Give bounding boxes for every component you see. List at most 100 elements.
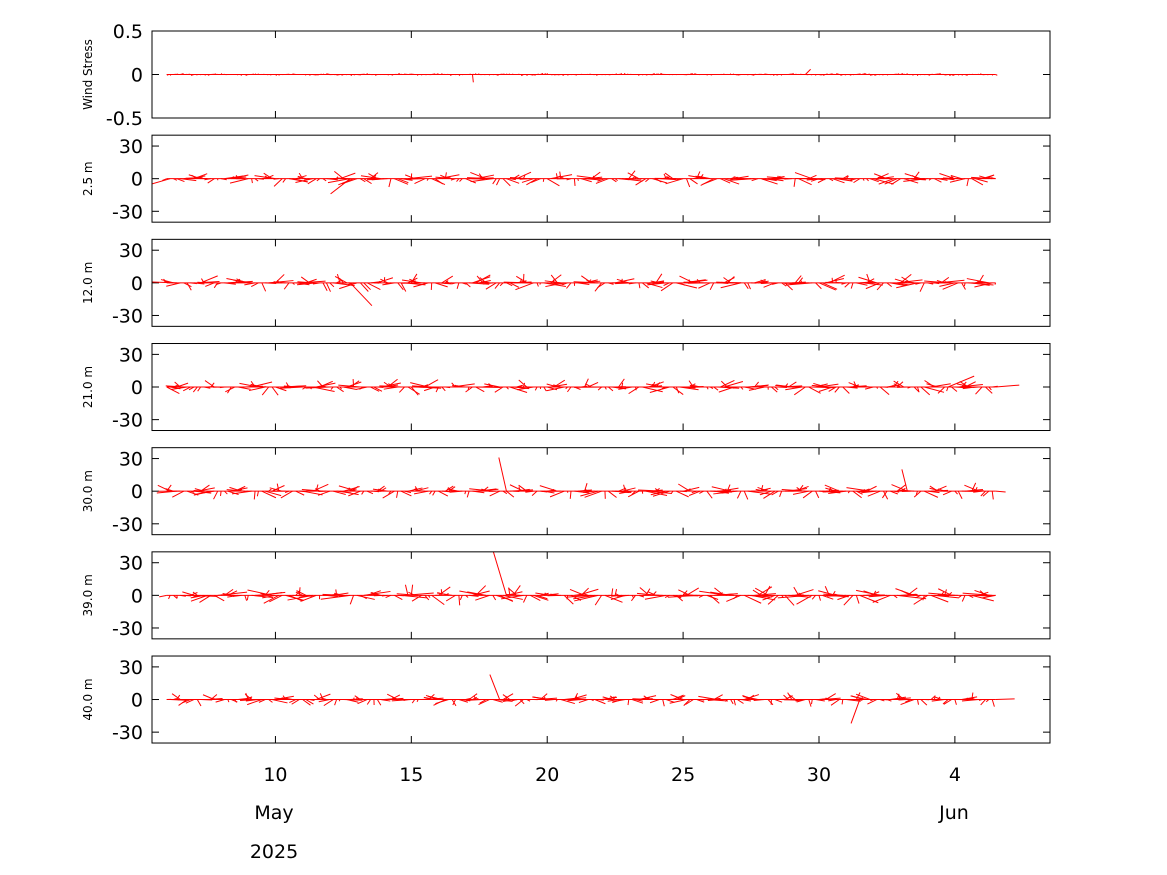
vector-stick [336, 386, 344, 393]
vector-stick [261, 282, 267, 292]
vector-stick [269, 594, 283, 603]
vector-stick [227, 490, 239, 495]
vector-stick [489, 490, 500, 497]
vector-stick [723, 178, 740, 185]
vector-stick [207, 178, 215, 184]
y-tick-label: 30 [119, 657, 143, 679]
vector-stick [573, 178, 576, 186]
vector-stick [842, 386, 850, 394]
vector-stick [822, 282, 838, 290]
vector-stick [465, 386, 473, 393]
vector-stick [744, 594, 762, 604]
vector-stick [476, 275, 484, 284]
y-tick-label: -30 [112, 514, 143, 536]
vector-stick [792, 490, 809, 495]
vector-stick [798, 277, 804, 284]
vector-stick [166, 386, 180, 395]
vector-stick [280, 490, 293, 499]
vector-stick [518, 379, 528, 388]
vector-stick [872, 594, 891, 603]
vector-stick [649, 699, 660, 704]
vector-stick [818, 595, 821, 601]
vector-stick [752, 589, 762, 596]
vector-stick [574, 594, 599, 602]
vector-stick [356, 594, 375, 600]
vector-stick [567, 386, 572, 393]
vector-stick [682, 486, 700, 492]
vector-stick [893, 383, 901, 388]
x-tick-label: 25 [671, 764, 695, 786]
y-axis-label: 12.0 m [81, 262, 95, 304]
vector-stick [949, 178, 966, 183]
vector-stick [496, 178, 501, 186]
vector-stick [709, 594, 720, 604]
vector-stick [220, 491, 222, 496]
vector-stick [546, 386, 565, 392]
y-tick-label: 0 [131, 377, 143, 399]
vector-stick [380, 278, 388, 284]
vector-stick [531, 490, 538, 497]
month-label-jun: Jun [938, 802, 969, 824]
vector-stick [456, 282, 460, 289]
vector-stick [186, 282, 192, 291]
vector-stick [623, 484, 626, 492]
stick-series [165, 375, 1020, 396]
vector-stick [411, 699, 416, 704]
vector-stick [181, 699, 191, 704]
stick-series [152, 273, 997, 307]
vector-stick [253, 491, 256, 500]
vector-stick [608, 386, 614, 392]
vector-stick [747, 282, 751, 290]
vector-stick [546, 178, 560, 187]
y-tick-label: 30 [119, 240, 143, 262]
vector-stick [313, 694, 320, 700]
vector-stick [530, 178, 541, 183]
vector-stick [896, 282, 918, 289]
vector-stick [516, 171, 532, 180]
vector-stick [555, 173, 558, 179]
vector-stick [655, 178, 662, 183]
vector-stick [720, 379, 735, 388]
vector-stick [794, 275, 802, 284]
vector-stick [787, 692, 793, 700]
vector-stick [334, 699, 338, 706]
vector-stick [202, 694, 215, 700]
vector-stick [893, 380, 905, 388]
vector-stick [793, 586, 800, 596]
vector-stick [718, 386, 735, 393]
vector-stick [349, 485, 359, 492]
vector-stick [642, 282, 650, 289]
y-axis-label: 40.0 m [81, 678, 95, 720]
vector-stick [808, 699, 812, 707]
vector-stick [475, 274, 491, 284]
vector-stick [638, 282, 641, 289]
vector-stick [519, 699, 525, 705]
vector-stick [938, 588, 952, 596]
vector-stick [516, 275, 528, 284]
vector-stick [689, 178, 698, 185]
vector-stick [748, 386, 765, 391]
vector-stick [400, 490, 412, 497]
vector-stick [811, 595, 816, 600]
vector-stick [850, 282, 854, 289]
vector-stick [615, 278, 635, 284]
y-axis-label: 2.5 m [81, 161, 95, 196]
vector-stick [663, 173, 667, 179]
vector-stick [577, 588, 599, 596]
vector-stick [815, 282, 822, 290]
vector-stick [963, 282, 966, 287]
vector-stick [287, 594, 313, 601]
y-tick-label: -0.5 [106, 108, 143, 130]
vector-stick [924, 386, 945, 393]
vector-stick [275, 386, 287, 392]
vector-stick [549, 490, 565, 498]
vector-stick [930, 594, 949, 603]
vector-stick [521, 178, 534, 183]
vector-stick [975, 178, 988, 183]
vector-stick [363, 178, 372, 185]
y-tick-label: -30 [112, 201, 143, 223]
vector-stick [611, 588, 614, 596]
vector-stick [818, 386, 833, 392]
vector-stick [559, 171, 562, 179]
